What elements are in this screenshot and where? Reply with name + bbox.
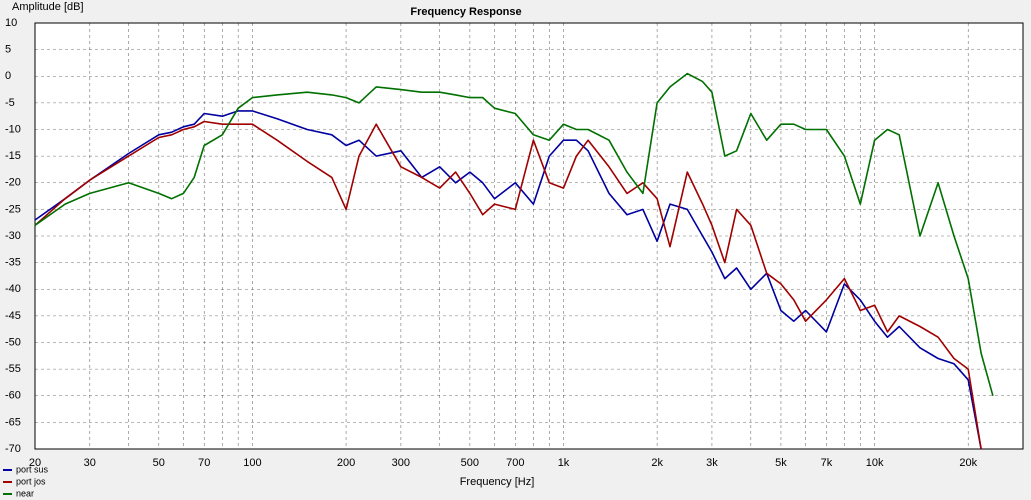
y-axis-label: Amplitude [dB] bbox=[12, 1, 84, 13]
y-tick-label: -50 bbox=[5, 336, 21, 348]
y-tick-label: -25 bbox=[5, 203, 21, 215]
legend-label: near bbox=[16, 488, 34, 498]
x-tick-label: 10k bbox=[866, 457, 884, 469]
series-line bbox=[34, 110, 982, 450]
x-tick-label: 1k bbox=[558, 457, 570, 469]
y-tick-label: -65 bbox=[5, 416, 21, 428]
y-tick-label: -5 bbox=[5, 97, 15, 109]
x-tick-label: 50 bbox=[153, 457, 165, 469]
x-tick-label: 200 bbox=[337, 457, 355, 469]
x-tick-label: 7k bbox=[821, 457, 833, 469]
x-tick-label: 2k bbox=[651, 457, 663, 469]
y-tick-label: 10 bbox=[5, 17, 17, 29]
y-tick-label: -10 bbox=[5, 123, 21, 135]
y-tick-label: -55 bbox=[5, 363, 21, 375]
legend-label: port sus bbox=[16, 464, 49, 474]
x-tick-label: 20 bbox=[29, 457, 41, 469]
x-tick-label: 70 bbox=[198, 457, 210, 469]
x-tick-label: 3k bbox=[706, 457, 718, 469]
series-line bbox=[34, 120, 982, 450]
x-tick-label: 100 bbox=[243, 457, 261, 469]
x-tick-label: 30 bbox=[84, 457, 96, 469]
x-tick-label: 5k bbox=[775, 457, 787, 469]
y-tick-label: -40 bbox=[5, 283, 21, 295]
x-tick-label: 700 bbox=[506, 457, 524, 469]
y-tick-label: -45 bbox=[5, 310, 21, 322]
x-tick-label: 300 bbox=[392, 457, 410, 469]
y-tick-label: 5 bbox=[5, 44, 11, 56]
y-tick-label: -30 bbox=[5, 230, 21, 242]
x-tick-label: 500 bbox=[461, 457, 479, 469]
y-tick-label: -15 bbox=[5, 150, 21, 162]
y-tick-label: -35 bbox=[5, 257, 21, 269]
legend-label: port jos bbox=[16, 476, 46, 486]
y-tick-label: 0 bbox=[5, 70, 11, 82]
y-tick-label: -60 bbox=[5, 390, 21, 402]
x-axis-label: Frequency [Hz] bbox=[460, 476, 535, 488]
y-tick-label: -20 bbox=[5, 177, 21, 189]
series-line bbox=[34, 72, 994, 397]
y-tick-label: -70 bbox=[5, 443, 21, 455]
chart-title: Frequency Response bbox=[410, 6, 521, 18]
x-tick-label: 20k bbox=[959, 457, 977, 469]
